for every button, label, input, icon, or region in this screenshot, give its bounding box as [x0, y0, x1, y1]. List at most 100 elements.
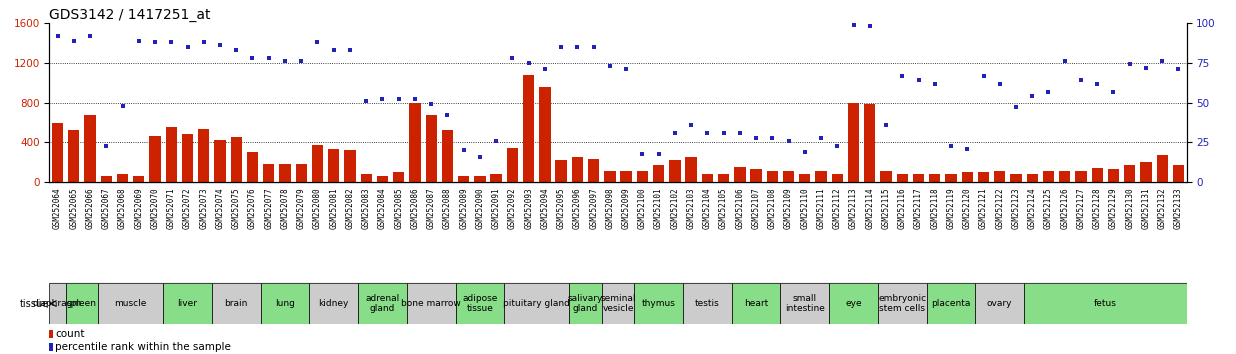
Bar — [800, 175, 811, 182]
Text: GSM252105: GSM252105 — [719, 187, 728, 229]
Text: GSM252064: GSM252064 — [53, 187, 62, 229]
Text: GSM252107: GSM252107 — [751, 187, 760, 229]
Bar — [539, 87, 550, 182]
Bar — [848, 103, 859, 182]
Text: GSM252080: GSM252080 — [313, 187, 321, 229]
Text: GSM252133: GSM252133 — [1174, 187, 1183, 229]
Point — [892, 73, 912, 79]
Bar — [459, 176, 470, 182]
Text: percentile rank within the sample: percentile rank within the sample — [54, 342, 231, 352]
Point — [844, 22, 864, 27]
Point — [681, 122, 701, 128]
Point — [730, 130, 750, 136]
Bar — [523, 75, 534, 182]
Bar — [962, 172, 973, 182]
Bar — [1141, 162, 1152, 182]
Bar — [718, 175, 729, 182]
Bar — [491, 175, 502, 182]
Point — [535, 67, 555, 72]
Text: GSM252077: GSM252077 — [265, 187, 273, 229]
Point — [96, 143, 116, 149]
Text: adipose
tissue: adipose tissue — [462, 294, 498, 313]
Text: adrenal
gland: adrenal gland — [366, 294, 399, 313]
Bar — [782, 171, 795, 182]
Point — [567, 44, 587, 50]
Bar — [750, 169, 761, 182]
Bar — [1027, 175, 1038, 182]
Bar — [425, 115, 436, 182]
Bar — [1010, 175, 1022, 182]
Bar — [214, 141, 226, 182]
Bar — [68, 130, 79, 182]
Bar — [1059, 171, 1070, 182]
Bar — [49, 330, 53, 338]
Point — [340, 47, 360, 53]
Text: GSM252106: GSM252106 — [735, 187, 744, 229]
Point — [747, 135, 766, 141]
Text: GSM252088: GSM252088 — [442, 187, 452, 229]
Text: GSM252075: GSM252075 — [232, 187, 241, 229]
Bar — [507, 148, 518, 182]
Bar — [653, 165, 664, 182]
Text: GSM252097: GSM252097 — [590, 187, 598, 229]
Text: GSM252112: GSM252112 — [833, 187, 842, 229]
Bar — [637, 171, 648, 182]
Text: lung: lung — [276, 299, 295, 308]
Text: GSM252078: GSM252078 — [281, 187, 289, 229]
Bar — [311, 145, 323, 182]
Bar — [1173, 165, 1184, 182]
Text: GSM252120: GSM252120 — [963, 187, 971, 229]
Text: GSM252066: GSM252066 — [85, 187, 94, 229]
Bar — [166, 127, 177, 182]
Text: brain: brain — [225, 299, 248, 308]
Bar — [766, 171, 777, 182]
Point — [129, 38, 148, 44]
Text: GSM252076: GSM252076 — [248, 187, 257, 229]
Bar — [602, 283, 634, 324]
Bar — [684, 283, 732, 324]
Text: GSM252099: GSM252099 — [622, 187, 630, 229]
Point — [583, 44, 603, 50]
Text: GSM252125: GSM252125 — [1044, 187, 1053, 229]
Text: GSM252068: GSM252068 — [119, 187, 127, 229]
Bar — [358, 283, 407, 324]
Point — [925, 81, 944, 86]
Text: GSM252101: GSM252101 — [654, 187, 662, 229]
Text: GSM252102: GSM252102 — [670, 187, 680, 229]
Point — [649, 151, 669, 156]
Point — [1152, 58, 1172, 64]
Text: GSM252121: GSM252121 — [979, 187, 988, 229]
Bar — [328, 149, 340, 182]
Bar — [913, 175, 925, 182]
Text: GSM252082: GSM252082 — [346, 187, 355, 229]
Text: GSM252083: GSM252083 — [362, 187, 371, 229]
Bar — [309, 283, 358, 324]
Bar — [978, 172, 989, 182]
Point — [372, 97, 392, 102]
Text: GSM252095: GSM252095 — [556, 187, 566, 229]
Point — [80, 33, 100, 39]
Point — [210, 42, 230, 48]
Text: GSM252081: GSM252081 — [329, 187, 339, 229]
Text: spleen: spleen — [67, 299, 96, 308]
Point — [876, 122, 896, 128]
Text: GSM252126: GSM252126 — [1060, 187, 1069, 229]
Text: diaphragm: diaphragm — [33, 299, 82, 308]
Point — [633, 151, 653, 156]
Bar — [133, 176, 145, 182]
Text: GSM252129: GSM252129 — [1109, 187, 1117, 229]
Bar — [1107, 169, 1119, 182]
Text: GSM252132: GSM252132 — [1158, 187, 1167, 229]
Point — [1054, 58, 1074, 64]
Bar — [878, 283, 927, 324]
Text: count: count — [54, 329, 84, 339]
Bar — [829, 283, 878, 324]
Point — [1136, 65, 1156, 70]
Point — [519, 60, 539, 66]
Point — [1038, 89, 1058, 95]
Text: GSM252131: GSM252131 — [1142, 187, 1151, 229]
Bar — [247, 153, 258, 182]
Text: testis: testis — [695, 299, 719, 308]
Bar — [634, 283, 684, 324]
Point — [178, 44, 198, 50]
